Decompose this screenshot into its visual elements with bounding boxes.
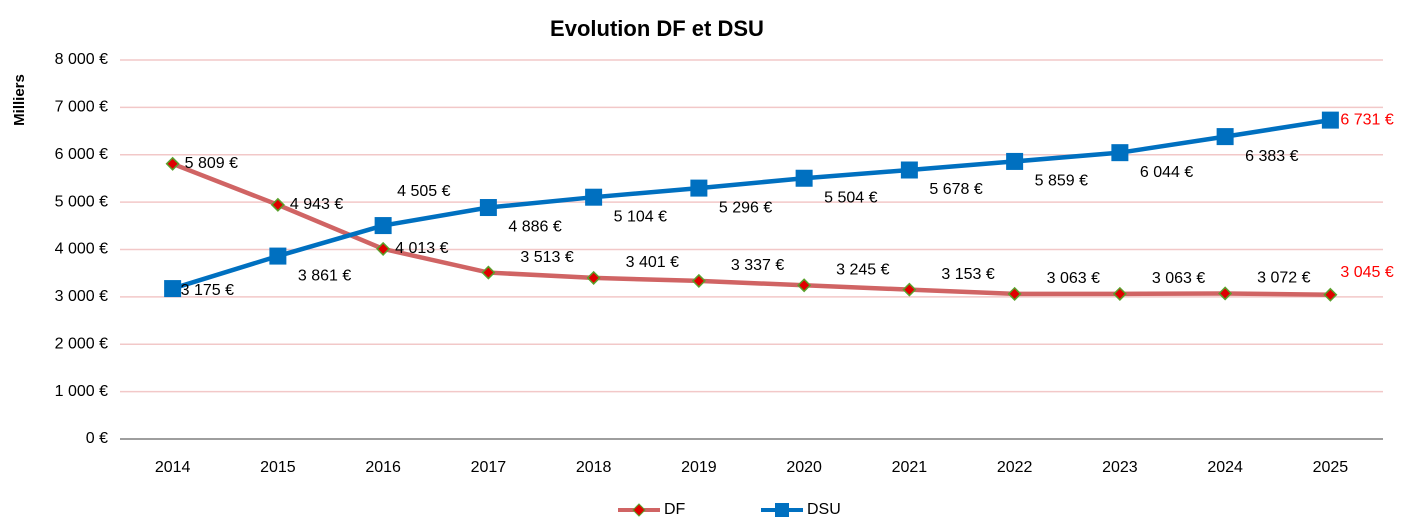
y-tick-label: 1 000 € (55, 383, 108, 400)
marker (1323, 287, 1338, 302)
y-tick-label: 8 000 € (55, 51, 108, 68)
series-line (171, 161, 1331, 297)
y-tick-label: 7 000 € (55, 99, 108, 116)
data-label: 3 337 € (731, 257, 784, 274)
x-tick-label: 2018 (576, 459, 612, 476)
marker (585, 188, 603, 206)
marker (481, 265, 496, 280)
marker (1112, 286, 1127, 301)
x-tick-label: 2025 (1313, 459, 1349, 476)
x-tick-label: 2019 (681, 459, 717, 476)
marker (1218, 286, 1233, 301)
y-tick-label: 6 000 € (55, 146, 108, 163)
legend-marker (632, 503, 646, 517)
data-label: 3 063 € (1047, 270, 1100, 287)
x-tick-label: 2015 (260, 459, 296, 476)
legend-marker (775, 503, 789, 517)
marker (374, 217, 392, 235)
x-tick-label: 2016 (365, 459, 401, 476)
marker (586, 270, 601, 285)
y-tick-label: 5 000 € (55, 193, 108, 210)
data-label: 3 513 € (520, 249, 573, 266)
data-label: 3 401 € (626, 254, 679, 271)
marker (690, 179, 708, 197)
data-label: 3 072 € (1257, 270, 1310, 287)
data-label: 3 245 € (836, 261, 889, 278)
data-label: 4 013 € (395, 240, 448, 257)
marker (1321, 111, 1339, 129)
y-tick-label: 4 000 € (55, 241, 108, 258)
x-tick-label: 2023 (1102, 459, 1138, 476)
data-label: 3 063 € (1152, 270, 1205, 287)
marker (1216, 128, 1234, 146)
data-label: 3 153 € (941, 266, 994, 283)
data-label: 6 383 € (1245, 148, 1298, 165)
marker (479, 199, 497, 217)
x-tick-label: 2021 (892, 459, 928, 476)
marker (164, 280, 182, 298)
y-tick-label: 2 000 € (55, 335, 108, 352)
x-tick-label: 2022 (997, 459, 1033, 476)
marker (165, 156, 180, 171)
data-label: 5 296 € (719, 199, 772, 216)
x-tick-label: 2014 (155, 459, 191, 476)
series-line (171, 117, 1331, 291)
y-tick-label: 3 000 € (55, 288, 108, 305)
y-tick-label: 0 € (86, 430, 108, 447)
marker (269, 247, 287, 265)
data-label: 5 809 € (185, 155, 238, 172)
x-tick-label: 2024 (1207, 459, 1243, 476)
x-tick-label: 2020 (786, 459, 822, 476)
legend-label: DF (664, 501, 686, 518)
marker (797, 278, 812, 293)
data-label: 3 861 € (298, 267, 351, 284)
data-label: 5 859 € (1035, 173, 1088, 190)
marker (376, 241, 391, 256)
chart-title: Evolution DF et DSU (550, 16, 764, 41)
data-label: 5 104 € (614, 208, 667, 225)
y-axis-title: Milliers (11, 74, 28, 126)
legend-label: DSU (807, 501, 841, 518)
marker (902, 282, 917, 297)
marker (795, 169, 813, 187)
data-label: 6 731 € (1340, 111, 1393, 128)
marker (270, 197, 285, 212)
x-tick-label: 2017 (471, 459, 507, 476)
data-label: 4 943 € (290, 196, 343, 213)
data-label: 6 044 € (1140, 164, 1193, 181)
data-label: 4 886 € (508, 219, 561, 236)
data-label: 5 678 € (929, 181, 982, 198)
marker (900, 161, 918, 179)
data-label: 3 175 € (181, 282, 234, 299)
marker (1111, 144, 1129, 162)
marker (1007, 286, 1022, 301)
data-label: 4 505 € (397, 183, 450, 200)
marker (1006, 152, 1024, 170)
marker (691, 273, 706, 288)
data-label: 5 504 € (824, 189, 877, 206)
data-label: 3 045 € (1340, 264, 1393, 281)
